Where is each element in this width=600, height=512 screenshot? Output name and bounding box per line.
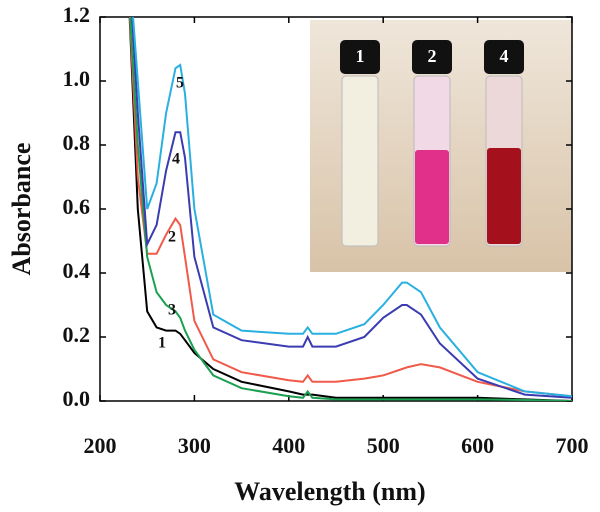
- x-tick-label: 200: [84, 433, 117, 458]
- x-tick-label: 500: [367, 433, 400, 458]
- plot-area: [128, 17, 572, 401]
- y-tick-label: 0.8: [63, 130, 91, 155]
- y-axis-label: Absorbance: [7, 143, 36, 276]
- spectrum-line: [128, 17, 572, 401]
- inset-label: 4: [500, 46, 509, 66]
- x-axis-label: Wavelength (nm): [234, 477, 425, 506]
- y-tick-label: 0.0: [63, 386, 91, 411]
- series-label: 3: [168, 302, 176, 319]
- y-tick-label: 0.4: [63, 258, 91, 283]
- x-tick-label: 400: [272, 433, 305, 458]
- spectrum-line: [129, 17, 572, 401]
- series-label: 5: [176, 75, 184, 92]
- x-tick-label: 300: [178, 433, 211, 458]
- inset-photo: [310, 20, 572, 272]
- inset-label: 2: [428, 46, 437, 66]
- x-tick-label: 600: [461, 433, 494, 458]
- y-tick-label: 1.2: [63, 2, 91, 27]
- y-tick-label: 1.0: [63, 66, 91, 91]
- series-label: 1: [158, 335, 166, 352]
- spectrum-line: [132, 17, 572, 398]
- inset-label: 1: [356, 46, 365, 66]
- series-label: 4: [172, 151, 180, 168]
- y-tick-label: 0.2: [63, 322, 91, 347]
- x-tick-label: 700: [556, 433, 589, 458]
- series-label: 2: [168, 229, 176, 246]
- spectrum-line: [131, 17, 572, 399]
- y-tick-label: 0.6: [63, 194, 91, 219]
- spectrum-line: [128, 17, 572, 398]
